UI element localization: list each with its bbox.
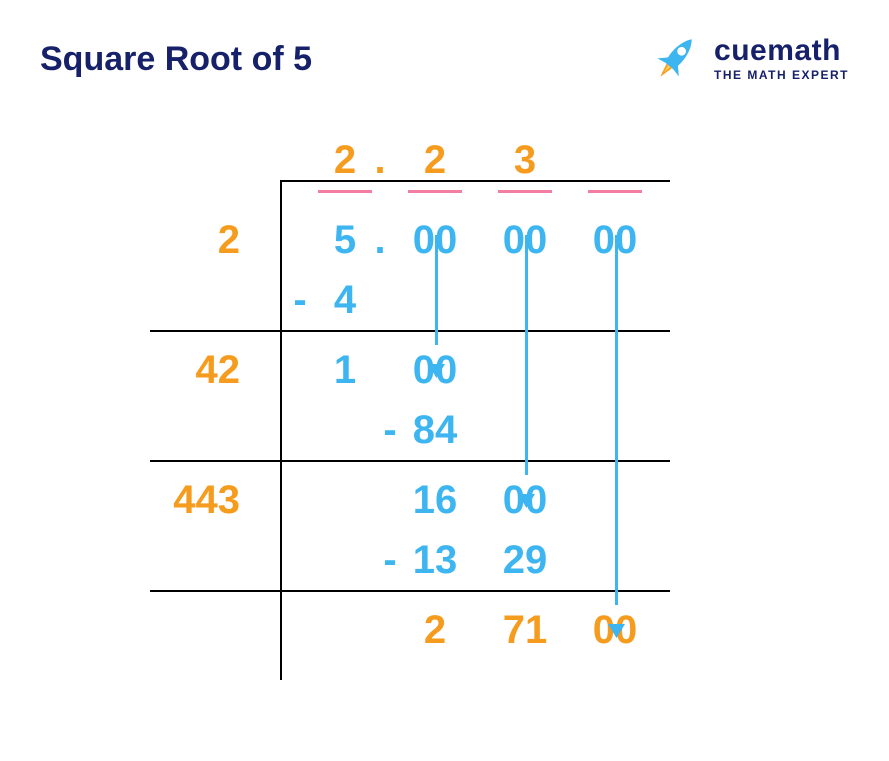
pair-bar: [318, 190, 372, 193]
quotient-digit: 2: [400, 140, 470, 180]
final-remainder: 2: [400, 610, 470, 650]
quotient-digit: 3: [490, 140, 560, 180]
subtrahend: 4: [310, 280, 380, 320]
division-vertical-bar: [280, 180, 282, 680]
rocket-icon: [648, 30, 704, 86]
step-divider: [150, 460, 670, 462]
arrow-head-icon: [428, 343, 445, 388]
final-remainder: 71: [490, 610, 560, 650]
bring-down-arrow: [615, 235, 618, 605]
pair-bar: [408, 190, 462, 193]
bring-down-arrow: [525, 235, 528, 475]
step-divider: [150, 330, 670, 332]
subtrahend: 13: [400, 540, 470, 580]
logo-tagline: THE MATH EXPERT: [714, 68, 849, 82]
pair-bar: [588, 190, 642, 193]
divisor-step: 443: [150, 480, 240, 520]
logo-brand: cuemath: [714, 34, 849, 68]
minus-sign: -: [380, 540, 400, 580]
page-title: Square Root of 5: [40, 40, 312, 79]
subtrahend: 84: [400, 410, 470, 450]
arrow-head-icon: [608, 603, 625, 648]
remainder-part: 16: [400, 480, 470, 520]
minus-sign: -: [380, 410, 400, 450]
bring-down-arrow: [435, 235, 438, 345]
step-divider: [150, 590, 670, 592]
minus-sign: -: [290, 280, 310, 320]
arrow-head-icon: [518, 473, 535, 518]
pair-bar: [498, 190, 552, 193]
quotient-digit: .: [370, 140, 390, 180]
divisor-step: 2: [150, 220, 240, 260]
logo: cuemath THE MATH EXPERT: [648, 30, 849, 86]
long-division-diagram: 2.235000000.2-442100-844431600-132927100: [150, 140, 750, 700]
remainder-part: 1: [310, 350, 380, 390]
dividend-decimal: .: [370, 220, 390, 260]
divisor-step: 42: [150, 350, 240, 390]
subtrahend: 29: [490, 540, 560, 580]
